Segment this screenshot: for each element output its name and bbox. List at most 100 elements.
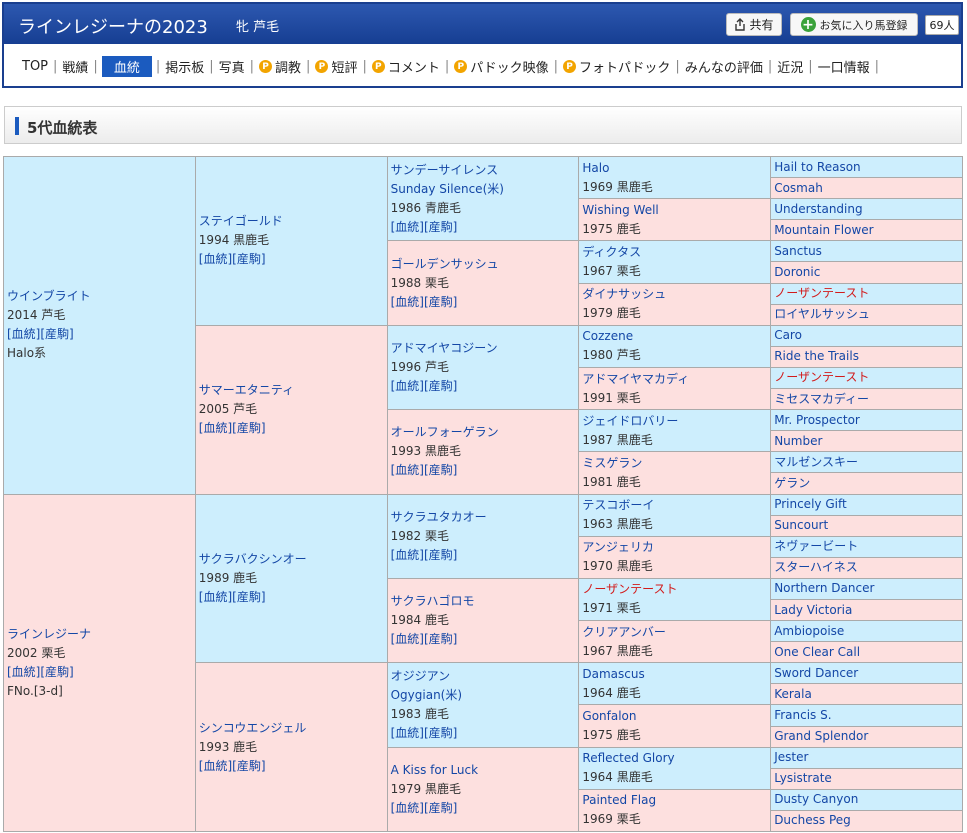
nav-item[interactable]: 掲示板: [161, 57, 208, 76]
horse-name-link[interactable]: クリアアンバー: [582, 624, 666, 639]
horse-name-link[interactable]: Francis S.: [774, 707, 832, 722]
horse-name-link[interactable]: Caro: [774, 328, 802, 343]
pedigree-link[interactable]: [血統]: [198, 252, 233, 267]
add-favorite-button[interactable]: + お気に入り馬登録: [790, 13, 918, 36]
horse-name-link[interactable]: ジェイドロバリー: [582, 413, 679, 428]
stallion-link[interactable]: [産駒]: [423, 294, 458, 309]
horse-name-link[interactable]: Hail to Reason: [774, 159, 861, 174]
nav-item[interactable]: 血統: [101, 56, 152, 77]
horse-name-link[interactable]: Jester: [774, 750, 809, 765]
horse-name-link[interactable]: サクラハゴロモ: [390, 594, 475, 609]
horse-name-link[interactable]: Ambiopoise: [774, 623, 845, 638]
pedigree-link[interactable]: [血統]: [390, 378, 424, 393]
pedigree-link[interactable]: [血統]: [390, 294, 424, 309]
horse-name-link[interactable]: ロイヤルサッシュ: [774, 307, 870, 322]
share-button[interactable]: 共有: [726, 13, 782, 36]
stallion-link[interactable]: [産駒]: [40, 664, 74, 679]
horse-name-link[interactable]: スターハイネス: [774, 560, 858, 575]
foreign-name[interactable]: Sunday Silence(米): [390, 181, 504, 196]
horse-name-link[interactable]: Dusty Canyon: [774, 792, 859, 807]
horse-name-link[interactable]: Duchess Peg: [774, 813, 851, 828]
horse-name-link[interactable]: サンデーサイレンス: [390, 162, 499, 177]
pedigree-link[interactable]: [血統]: [390, 547, 424, 562]
pedigree-link[interactable]: [血統]: [390, 800, 424, 815]
horse-name-link[interactable]: ゲラン: [774, 475, 811, 490]
nav-item[interactable]: みんなの評価: [681, 57, 767, 76]
pedigree-link[interactable]: [血統]: [390, 463, 424, 478]
horse-name-link[interactable]: Lady Victoria: [774, 602, 853, 617]
horse-name-link[interactable]: ミセスマカディー: [774, 391, 869, 406]
nav-item[interactable]: 写真: [215, 57, 249, 76]
horse-name-link[interactable]: Number: [774, 433, 823, 448]
nav-item[interactable]: P 調教: [255, 57, 305, 76]
horse-name-link[interactable]: Kerala: [774, 686, 812, 701]
horse-name-link[interactable]: Mountain Flower: [774, 222, 874, 237]
horse-name-link[interactable]: アンジェリカ: [582, 540, 654, 555]
horse-name-link[interactable]: Gonfalon: [582, 709, 637, 724]
horse-name-link[interactable]: オールフォーゲラン: [390, 425, 499, 440]
nav-item[interactable]: P コメント: [368, 57, 444, 76]
horse-name-link[interactable]: アドマイヤコジーン: [390, 340, 498, 355]
horse-name-link[interactable]: サマーエタニティ: [198, 383, 295, 398]
stallion-link[interactable]: [産駒]: [423, 725, 458, 740]
pedigree-link[interactable]: [血統]: [198, 421, 233, 436]
pedigree-link[interactable]: [血統]: [198, 758, 233, 773]
stallion-link[interactable]: [産駒]: [423, 632, 458, 647]
foreign-name[interactable]: Ogygian(米): [390, 687, 463, 702]
stallion-link[interactable]: [産駒]: [423, 463, 458, 478]
stallion-link[interactable]: [産駒]: [423, 547, 458, 562]
horse-name-link[interactable]: Suncourt: [774, 518, 829, 533]
pedigree-link[interactable]: [血統]: [7, 327, 41, 342]
horse-name-link[interactable]: ミスゲラン: [582, 455, 643, 470]
horse-name-link[interactable]: Sword Dancer: [774, 665, 859, 680]
stallion-link[interactable]: [産駒]: [232, 589, 266, 604]
pedigree-link[interactable]: [血統]: [7, 664, 41, 679]
horse-name-link[interactable]: サクラバクシンオー: [198, 551, 307, 566]
horse-name-link[interactable]: オジジアン: [390, 668, 451, 683]
horse-name-link[interactable]: ステイゴールド: [198, 214, 283, 229]
horse-name-link[interactable]: ウインブライト: [7, 289, 91, 304]
horse-name-link[interactable]: ネヴァービート: [774, 539, 859, 554]
horse-name-link[interactable]: Doronic: [774, 265, 821, 280]
horse-name-link[interactable]: Painted Flag: [582, 793, 657, 808]
horse-name-link[interactable]: Reflected Glory: [582, 751, 675, 766]
horse-name-link[interactable]: シンコウエンジェル: [198, 720, 307, 735]
horse-name-link[interactable]: テスコボーイ: [582, 498, 655, 513]
horse-name-link[interactable]: A Kiss for Luck: [390, 762, 479, 777]
horse-name-link[interactable]: ディクタス: [582, 244, 642, 259]
horse-name-link[interactable]: アドマイヤマカディ: [582, 371, 690, 386]
horse-name-link[interactable]: ノーザンテースト: [774, 370, 870, 385]
pedigree-link[interactable]: [血統]: [390, 632, 424, 647]
nav-item[interactable]: P パドック映像: [450, 57, 552, 76]
stallion-link[interactable]: [産駒]: [232, 758, 266, 773]
stallion-link[interactable]: [産駒]: [423, 800, 458, 815]
horse-name-link[interactable]: ラインレジーナ: [7, 626, 92, 641]
horse-name-link[interactable]: サクラユタカオー: [390, 509, 487, 524]
horse-name-link[interactable]: Cosmah: [774, 180, 823, 195]
pedigree-link[interactable]: [血統]: [198, 589, 233, 604]
horse-name-link[interactable]: Grand Splendor: [774, 729, 869, 744]
nav-item[interactable]: TOP: [18, 59, 52, 74]
stallion-link[interactable]: [産駒]: [232, 252, 266, 267]
horse-name-link[interactable]: Northern Dancer: [774, 581, 875, 596]
horse-name-link[interactable]: ノーザンテースト: [582, 582, 678, 597]
nav-item[interactable]: 近況: [773, 57, 807, 76]
horse-name-link[interactable]: ダイナサッシュ: [582, 287, 667, 302]
horse-name-link[interactable]: マルゼンスキー: [774, 454, 858, 469]
stallion-link[interactable]: [産駒]: [423, 378, 458, 393]
horse-name-link[interactable]: Lysistrate: [774, 771, 832, 786]
nav-item[interactable]: 戦績: [58, 57, 92, 76]
horse-name-link[interactable]: Ride the Trails: [774, 349, 859, 364]
horse-name-link[interactable]: Sanctus: [774, 243, 822, 258]
horse-name-link[interactable]: ゴールデンサッシュ: [390, 256, 499, 271]
horse-name-link[interactable]: Damascus: [582, 666, 645, 681]
horse-name-link[interactable]: Wishing Well: [582, 202, 659, 217]
pedigree-link[interactable]: [血統]: [390, 725, 424, 740]
nav-item[interactable]: P フォトパドック: [559, 57, 674, 76]
nav-item[interactable]: P 短評: [311, 57, 361, 76]
stallion-link[interactable]: [産駒]: [423, 219, 458, 234]
horse-name-link[interactable]: Cozzene: [582, 329, 634, 344]
stallion-link[interactable]: [産駒]: [40, 327, 74, 342]
pedigree-link[interactable]: [血統]: [390, 219, 424, 234]
horse-name-link[interactable]: Princely Gift: [774, 497, 847, 512]
